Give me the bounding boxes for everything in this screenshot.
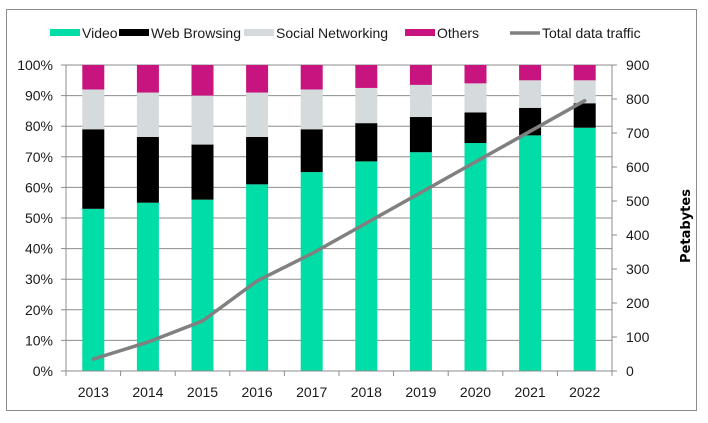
y2-tick-label: 600 [626, 159, 650, 175]
bar-others [464, 65, 487, 84]
legend-item: Others [405, 25, 479, 41]
bar-video [300, 172, 323, 371]
bar-video [136, 202, 159, 371]
x-tick-label: 2017 [296, 384, 327, 400]
bar-others [246, 65, 269, 93]
bar-others [519, 65, 542, 81]
bar-video [573, 127, 596, 371]
legend-item: Total data traffic [510, 25, 641, 41]
bar-video [409, 152, 432, 371]
x-tick-label: 2020 [460, 384, 491, 400]
bar-video [519, 135, 542, 371]
legend-item: Social Networking [244, 25, 388, 41]
bar-others [191, 65, 214, 96]
x-tick-label: 2016 [242, 384, 273, 400]
x-tick-label: 2013 [78, 384, 109, 400]
legend-item: Video [50, 25, 118, 41]
y-tick-label: 40% [25, 241, 53, 257]
legend-label: Others [437, 25, 479, 41]
bar-others [573, 65, 596, 81]
x-tick-label: 2022 [569, 384, 600, 400]
y2-tick-label: 500 [626, 193, 650, 209]
y-tick-label: 0% [33, 363, 53, 379]
bar-others [300, 65, 323, 90]
y-tick-label: 90% [25, 88, 53, 104]
bar-others [355, 65, 378, 88]
y-tick-label: 50% [25, 210, 53, 226]
bar-web-browsing [136, 136, 159, 203]
y2-axis-title: Petabytes [679, 189, 694, 263]
bar-video [191, 199, 214, 371]
y2-tick-label: 400 [626, 227, 650, 243]
bar-social-networking [191, 95, 214, 145]
bar-social-networking [136, 92, 159, 137]
y-tick-label: 70% [25, 149, 53, 165]
x-tick-label: 2019 [405, 384, 436, 400]
y-axis-labels: 0% 10% 20% 30% 40% 50% 60% 70% 80% 90% 100% [17, 57, 53, 379]
bar-others [82, 65, 105, 90]
bar-others [136, 65, 159, 93]
legend-swatch [119, 29, 149, 36]
bars [82, 65, 596, 371]
axes [61, 64, 617, 376]
y2-axis-labels: 0 100 200 300 400 500 600 700 800 900 [626, 57, 650, 379]
line-total-data-traffic [91, 98, 587, 361]
bar-web-browsing [409, 117, 432, 153]
legend-swatch [244, 29, 274, 36]
legend: Video Web Browsing Social Networking Others… [50, 25, 641, 41]
legend-swatch [405, 29, 435, 36]
legend-label: Video [82, 25, 118, 41]
x-tick-label: 2015 [187, 384, 218, 400]
y-tick-label: 20% [25, 302, 53, 318]
bar-web-browsing [464, 112, 487, 144]
bar-social-networking [82, 89, 105, 130]
x-axis-labels: 2013 2014 2015 2016 2017 2018 2019 2020 2021 2022 [78, 384, 601, 400]
bar-social-networking [300, 89, 323, 130]
y2-tick-label: 100 [626, 329, 650, 345]
bar-social-networking [464, 83, 487, 113]
y2-tick-label: 0 [626, 363, 634, 379]
bar-social-networking [355, 87, 378, 124]
bar-video [464, 143, 487, 371]
y2-tick-label: 800 [626, 91, 650, 107]
bar-video [82, 208, 105, 371]
x-tick-label: 2021 [515, 384, 546, 400]
y-tick-label: 100% [17, 57, 53, 73]
y-tick-label: 80% [25, 118, 53, 134]
bar-social-networking [409, 84, 432, 118]
y2-tick-label: 900 [626, 57, 650, 73]
bar-social-networking [573, 80, 596, 104]
legend-item: Web Browsing [119, 25, 241, 41]
bar-social-networking [246, 92, 269, 137]
bar-web-browsing [355, 123, 378, 162]
bar-web-browsing [82, 129, 105, 209]
y-tick-label: 60% [25, 179, 53, 195]
bar-web-browsing [191, 144, 214, 200]
x-tick-label: 2014 [132, 384, 163, 400]
bar-others [409, 65, 432, 85]
y-tick-label: 30% [25, 271, 53, 287]
bar-social-networking [519, 80, 542, 108]
x-tick-label: 2018 [351, 384, 382, 400]
legend-label: Social Networking [276, 25, 388, 41]
y2-tick-label: 300 [626, 261, 650, 277]
bar-web-browsing [300, 129, 323, 173]
y2-tick-label: 700 [626, 125, 650, 141]
legend-label: Web Browsing [151, 25, 241, 41]
line-series [91, 98, 587, 361]
bar-web-browsing [573, 103, 596, 128]
legend-swatch [50, 29, 80, 36]
y-tick-label: 10% [25, 332, 53, 348]
legend-label: Total data traffic [542, 25, 641, 41]
bar-video [355, 161, 378, 371]
y2-tick-label: 200 [626, 295, 650, 311]
bar-video [246, 184, 269, 371]
bar-web-browsing [246, 136, 269, 185]
